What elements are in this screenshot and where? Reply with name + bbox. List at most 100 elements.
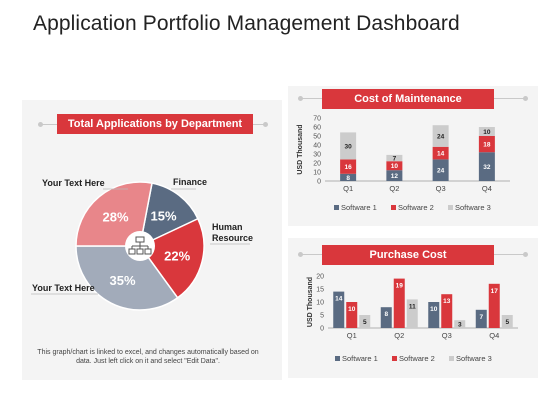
purchase-banner-dot-right [523, 252, 528, 257]
purchase-ytick-1: 5 [320, 313, 324, 320]
maintenance-legend-swatch-2 [448, 205, 453, 210]
maintenance-xtick-3: Q4 [482, 184, 492, 193]
maintenance-bar-label-1-1: 10 [391, 163, 399, 170]
purchase-bar-label-0-0: 14 [335, 296, 343, 303]
purchase-bar-label-0-3: 7 [479, 314, 483, 321]
purchase-bar-0-1 [380, 307, 392, 328]
pie-slice-label-3: 28% [103, 209, 129, 224]
purchase-legend-label-2: Software 3 [456, 354, 492, 363]
maintenance-xtick-2: Q3 [436, 184, 446, 193]
chart-note: This graph/chart is linked to excel, and… [37, 349, 259, 365]
purchase-ytick-2: 10 [316, 300, 324, 307]
maintenance-bar-2-3 [478, 127, 495, 136]
maintenance-bar-label-2-3: 10 [483, 129, 491, 136]
maintenance-bar-2-1 [386, 154, 403, 162]
maintenance-ytick-5: 50 [313, 134, 321, 141]
purchase-title-banner: Purchase Cost [322, 245, 494, 265]
pie-label-human-resource: Human Resource [212, 222, 254, 243]
maintenance-banner-dot-right [523, 96, 528, 101]
purchase-legend-swatch-2 [449, 356, 454, 361]
pie-slice-label-0: 15% [151, 209, 177, 224]
maintenance-bar-1-1 [386, 161, 403, 171]
purchase-ytick-3: 15 [316, 287, 324, 294]
maintenance-bar-label-0-2: 24 [437, 168, 445, 175]
purchase-ytick-0: 0 [320, 326, 324, 333]
purchase-bar-label-2-3: 5 [505, 319, 509, 326]
maintenance-panel [288, 86, 538, 226]
purchase-bar-label-1-1: 19 [396, 283, 404, 290]
pie-slice-2 [75, 245, 179, 311]
network-icon [128, 236, 152, 255]
page-title: Application Portfolio Management Dashboa… [33, 12, 460, 35]
purchase-banner-dot-left [298, 252, 303, 257]
maintenance-bar-2-0 [340, 132, 357, 160]
maintenance-legend-label-2: Software 3 [455, 203, 491, 212]
maintenance-bar-0-3 [478, 152, 495, 181]
purchase-bar-label-1-3: 17 [491, 288, 499, 295]
maintenance-bar-1-0 [340, 159, 357, 174]
pie-slice-label-2: 35% [110, 273, 136, 288]
maintenance-bar-label-2-2: 24 [437, 134, 445, 141]
purchase-bar-2-3 [501, 315, 513, 328]
pie-label-finance: Finance [173, 177, 208, 187]
purchase-bar-label-0-2: 10 [430, 306, 438, 313]
purchase-bar-2-2 [454, 320, 466, 328]
maintenance-xtick-0: Q1 [343, 184, 353, 193]
maintenance-bar-label-1-3: 18 [483, 142, 491, 149]
maintenance-bar-label-2-1: 7 [393, 156, 397, 163]
maintenance-bar-0-0 [340, 173, 357, 181]
maintenance-ylabel: USD Thousand [297, 124, 304, 174]
maintenance-ytick-4: 40 [313, 143, 321, 150]
maintenance-bar-label-1-2: 14 [437, 151, 445, 158]
maintenance-xtick-1: Q2 [389, 184, 399, 193]
pie-label-your-text-bottom: Your Text Here [32, 283, 95, 293]
purchase-bar-0-2 [428, 302, 440, 328]
maintenance-bar-2-2 [432, 125, 449, 147]
purchase-bar-2-1 [406, 299, 418, 328]
purchase-xtick-3: Q4 [489, 331, 499, 340]
purchase-bar-1-0 [346, 302, 358, 328]
maintenance-legend-label-0: Software 1 [341, 203, 377, 212]
purchase-bar-label-1-2: 13 [443, 298, 451, 305]
pie-slice-1 [138, 217, 205, 299]
maintenance-ytick-7: 70 [313, 116, 321, 123]
purchase-legend-label-1: Software 2 [399, 354, 435, 363]
purchase-xtick-2: Q3 [442, 331, 452, 340]
purchase-ytick-4: 20 [316, 274, 324, 281]
pie-label-your-text-top: Your Text Here [42, 178, 105, 188]
maintenance-bar-0-2 [432, 159, 449, 181]
maintenance-ytick-2: 20 [313, 161, 321, 168]
purchase-bar-1-1 [393, 278, 405, 328]
purchase-bar-label-2-1: 11 [409, 303, 416, 310]
purchase-legend-swatch-1 [392, 356, 397, 361]
purchase-bar-1-2 [441, 294, 453, 328]
maintenance-bar-label-0-1: 12 [391, 173, 399, 180]
purchase-bar-0-3 [475, 309, 487, 328]
network-icon-box-0 [128, 248, 136, 255]
maintenance-ytick-3: 30 [313, 152, 321, 159]
pie-title-banner: Total Applications by Department [57, 114, 253, 134]
purchase-xtick-1: Q2 [394, 331, 404, 340]
maintenance-bar-label-1-0: 16 [345, 164, 353, 171]
purchase-xtick-0: Q1 [347, 331, 357, 340]
maintenance-ytick-6: 60 [313, 125, 321, 132]
purchase-bar-0-0 [333, 291, 345, 328]
purchase-bar-1-3 [488, 283, 500, 328]
purchase-bar-label-2-0: 5 [363, 319, 367, 326]
maintenance-bar-1-2 [432, 146, 449, 160]
maintenance-legend-swatch-0 [334, 205, 339, 210]
maintenance-bar-label-0-3: 32 [483, 164, 491, 171]
purchase-ylabel: USD Thousand [307, 277, 314, 327]
pie-slice-label-1: 22% [164, 249, 190, 264]
maintenance-bar-0-1 [386, 170, 403, 181]
purchase-bar-label-2-2: 3 [458, 322, 462, 329]
pie-slice-0 [138, 182, 199, 248]
purchase-bar-label-1-0: 10 [348, 306, 356, 313]
purchase-legend-label-0: Software 1 [342, 354, 378, 363]
maintenance-bar-label-2-0: 30 [345, 143, 353, 150]
pie-banner-dot-right [263, 122, 268, 127]
pie-banner-dot-left [38, 122, 43, 127]
purchase-legend-swatch-0 [335, 356, 340, 361]
